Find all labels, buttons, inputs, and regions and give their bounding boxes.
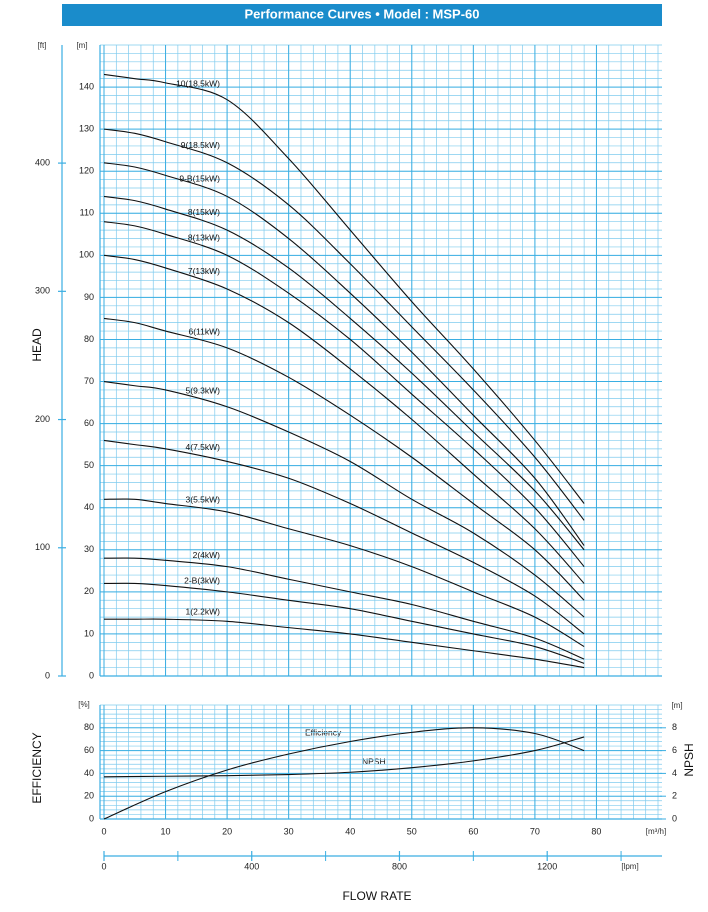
y-tick-label: 60	[84, 418, 94, 428]
series-line	[103, 128, 585, 521]
y-tick-label: 120	[79, 166, 94, 176]
y-axis-title: EFFICIENCY	[30, 732, 44, 803]
curve-label: 10(18,5kW)	[176, 79, 220, 89]
y-tick-label: 80	[84, 334, 94, 344]
x-tick-label: 0	[101, 826, 106, 836]
series-line	[103, 498, 585, 648]
x-axis-title: FLOW RATE	[342, 889, 411, 903]
x-tick-label: 70	[530, 826, 540, 836]
y2-tick-label: 4	[672, 768, 677, 778]
y2-axis-title: NPSH	[682, 743, 696, 776]
series-label: NPSH	[362, 756, 386, 766]
curve-label: 9(18.5kW)	[181, 140, 220, 150]
y-tick-label: 10	[84, 628, 94, 638]
x-tick-label: 30	[284, 826, 294, 836]
y2-unit: [m]	[671, 701, 682, 710]
series-line	[103, 380, 585, 618]
y2-unit: [ft]	[38, 41, 47, 50]
x2-tick-label: 800	[392, 861, 407, 871]
y-axis-title: HEAD	[30, 328, 44, 362]
y-tick-label: 130	[79, 124, 94, 134]
y-tick-label: 0	[89, 670, 94, 680]
y2-tick-label: 400	[35, 157, 50, 167]
curve-label: 9-B(15kW)	[179, 173, 220, 183]
y2-tick-label: 300	[35, 286, 50, 296]
y-tick-label: 70	[84, 376, 94, 386]
curve-label: 6(11kW)	[189, 327, 221, 337]
x-tick-label: 80	[591, 826, 601, 836]
series-line	[103, 162, 585, 546]
y-tick-label: 100	[79, 250, 94, 260]
y-tick-label: 20	[84, 586, 94, 596]
x2-unit: [lpm]	[621, 862, 638, 871]
y-tick-label: 60	[84, 745, 94, 755]
y-tick-label: 20	[84, 791, 94, 801]
title-bar	[62, 4, 662, 26]
chart-title: Performance Curves • Model : MSP-60	[244, 6, 479, 21]
x-tick-label: 10	[161, 826, 171, 836]
y2-tick-label: 0	[45, 670, 50, 680]
y-tick-label: 40	[84, 768, 94, 778]
y-tick-label: 50	[84, 460, 94, 470]
y-tick-label: 40	[84, 502, 94, 512]
curve-label: 1(2.2kW)	[186, 607, 221, 617]
y2-tick-label: 8	[672, 722, 677, 732]
x2-tick-label: 0	[101, 861, 106, 871]
x-tick-label: 40	[345, 826, 355, 836]
series-line	[103, 73, 585, 504]
curve-label: 8(15kW)	[188, 207, 220, 217]
x-tick-label: 50	[407, 826, 417, 836]
y2-tick-label: 6	[672, 745, 677, 755]
series-line	[103, 582, 585, 664]
y2-tick-label: 200	[35, 414, 50, 424]
y-tick-label: 110	[80, 208, 94, 218]
x2-tick-label: 1200	[537, 861, 557, 871]
series-line	[103, 736, 585, 778]
series-line	[103, 317, 585, 601]
y-tick-label: 80	[84, 722, 94, 732]
x-tick-label: 60	[468, 826, 478, 836]
y-tick-label: 30	[84, 544, 94, 554]
y-tick-label: 90	[84, 292, 94, 302]
x2-tick-label: 400	[244, 861, 259, 871]
series-line	[103, 439, 585, 635]
curve-label: 4(7.5kW)	[186, 442, 221, 452]
curve-label: 7(13kW)	[188, 266, 220, 276]
series-line	[103, 254, 585, 584]
y2-tick-label: 2	[672, 791, 677, 801]
x-tick-label: 20	[222, 826, 232, 836]
y-tick-label: 0	[89, 813, 94, 823]
series-line	[103, 618, 585, 669]
y2-tick-label: 0	[672, 813, 677, 823]
series-line	[103, 195, 585, 551]
y-unit: [%]	[78, 700, 90, 709]
y-tick-label: 140	[79, 81, 94, 91]
y2-tick-label: 100	[35, 542, 50, 552]
curve-label: 2-B(3kW)	[184, 575, 220, 585]
curve-label: 8(13kW)	[188, 232, 220, 242]
curve-label: 5(9.3kW)	[186, 386, 221, 396]
series-line	[103, 557, 585, 660]
series-line	[103, 727, 585, 820]
series-line	[103, 221, 585, 567]
y-unit: [m]	[76, 41, 87, 50]
curve-label: 3(5.5kW)	[186, 494, 221, 504]
curve-label: 2(4kW)	[193, 550, 221, 560]
x-unit: [m³/h]	[646, 827, 666, 836]
